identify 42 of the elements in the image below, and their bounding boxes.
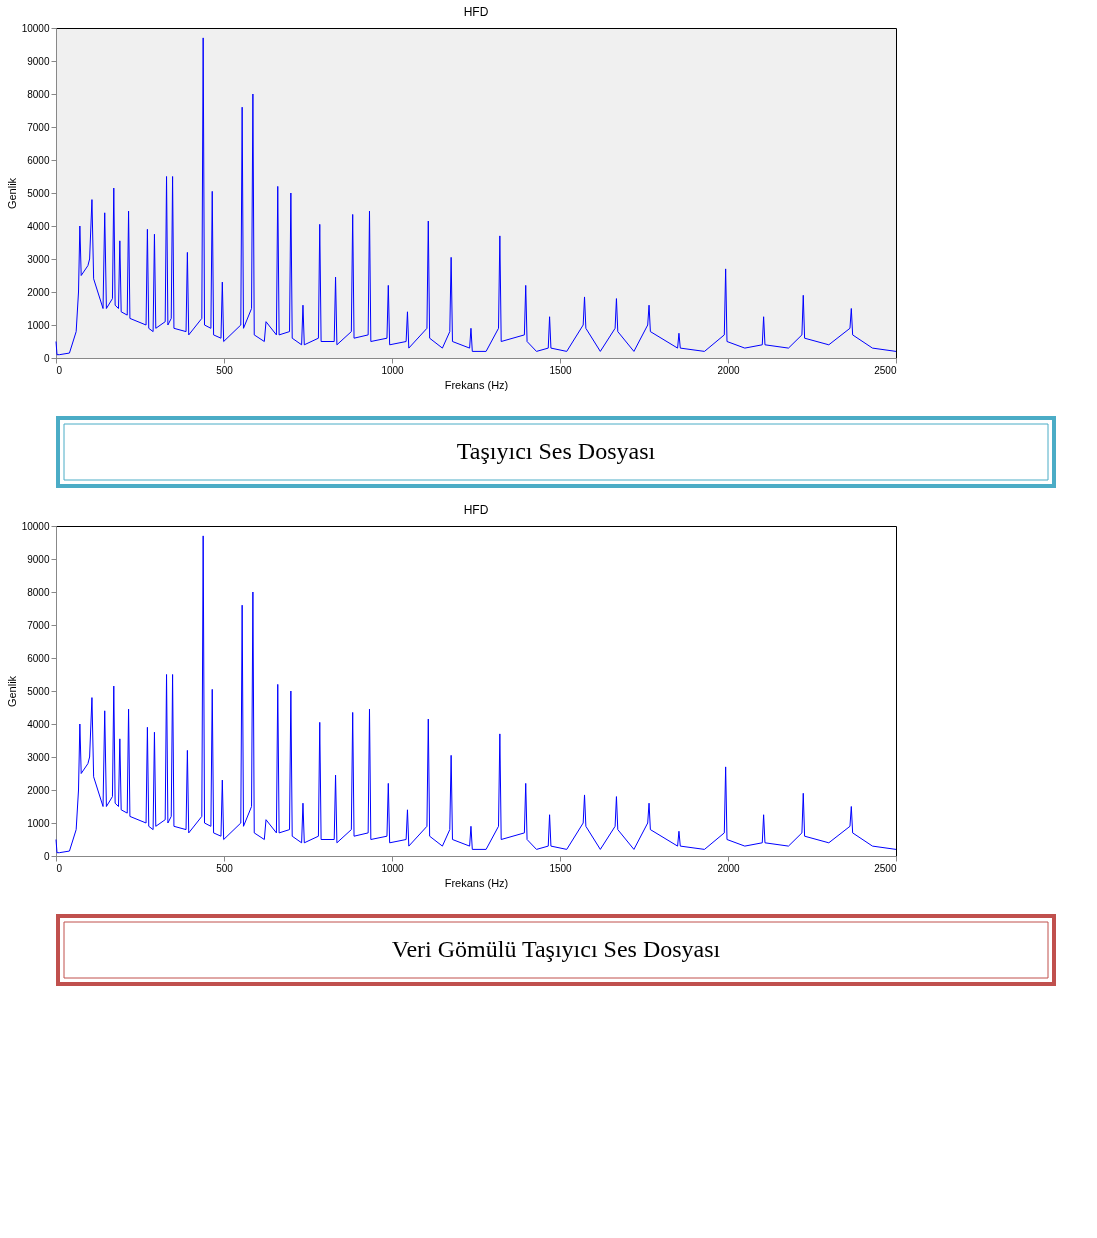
text: Taşıyıcı Ses Dosyası (456, 438, 656, 464)
y-tick-label: 6000 (27, 154, 50, 166)
x-tick-label: 1000 (381, 364, 405, 376)
x-tick-label: 0 (56, 862, 63, 874)
y-tick-label: 7000 (27, 619, 50, 631)
x-tick-label: 1500 (549, 364, 573, 376)
y-tick-label: 0 (43, 850, 50, 862)
y-tick-label: 4000 (27, 220, 50, 232)
chart-title: HFD (463, 5, 489, 19)
y-tick-label: 1000 (27, 817, 50, 829)
x-tick-label: 2500 (874, 364, 897, 376)
y-tick-label: 2000 (27, 784, 50, 796)
x-axis-title: Frekans (Hz) (444, 876, 509, 889)
x-tick-label: 1500 (549, 862, 573, 874)
text: Veri Gömülü Taşıyıcı Ses Dosyası (391, 936, 721, 962)
x-tick-label: 2000 (717, 364, 741, 376)
y-tick-label: 5000 (27, 685, 50, 697)
y-tick-label: 10000 (21, 22, 50, 34)
y-tick-label: 2000 (27, 286, 50, 298)
y-tick-label: 4000 (27, 718, 50, 730)
y-tick-label: 0 (43, 352, 50, 364)
y-tick-label: 10000 (21, 520, 50, 532)
y-tick-label: 7000 (27, 121, 50, 133)
x-tick-label: 2500 (874, 862, 897, 874)
y-tick-label: 5000 (27, 187, 50, 199)
y-tick-label: 1000 (27, 319, 50, 331)
y-tick-label: 9000 (27, 553, 50, 565)
y-tick-label: 3000 (27, 751, 50, 763)
x-axis-title: Frekans (Hz) (444, 378, 509, 391)
y-tick-label: 3000 (27, 253, 50, 265)
x-tick-label: 0 (56, 364, 63, 376)
x-tick-label: 1000 (381, 862, 405, 874)
y-tick-label: 8000 (27, 88, 50, 100)
y-tick-label: 9000 (27, 55, 50, 67)
x-tick-label: 500 (216, 862, 234, 874)
y-axis-title: Genlik (5, 675, 18, 708)
y-tick-label: 6000 (27, 652, 50, 664)
x-tick-label: 2000 (717, 862, 741, 874)
y-tick-label: 8000 (27, 586, 50, 598)
chart-title: HFD (463, 503, 489, 517)
y-axis-title: Genlik (5, 177, 18, 210)
x-tick-label: 500 (216, 364, 234, 376)
